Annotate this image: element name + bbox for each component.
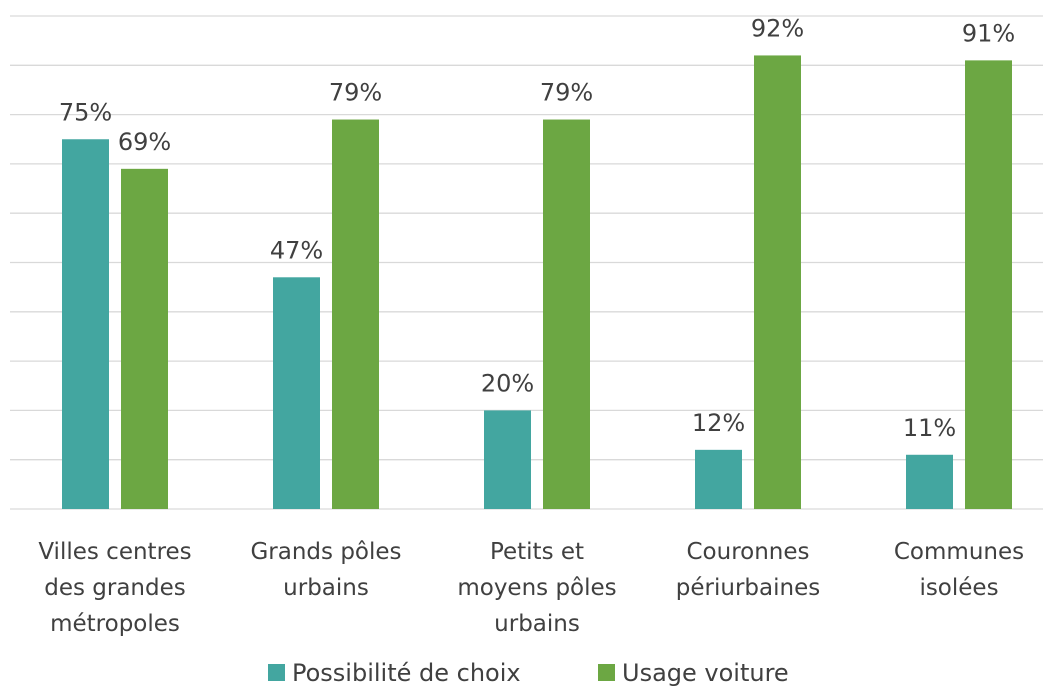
x-tick-label: Couronnes périurbaines <box>675 539 821 601</box>
bar <box>754 55 801 509</box>
data-label: 79% <box>329 79 382 107</box>
x-tick-label: Villes centres des grandes métropoles <box>38 539 192 637</box>
bar <box>121 168 168 509</box>
bar <box>484 410 531 509</box>
data-label: 11% <box>903 414 956 442</box>
bar <box>62 139 109 509</box>
legend-swatch <box>268 664 285 681</box>
data-label: 92% <box>751 14 804 42</box>
bar <box>906 454 953 509</box>
x-tick-label: Grands pôles urbains <box>250 539 402 601</box>
legend-label: Usage voiture <box>622 659 789 687</box>
bar <box>695 449 742 509</box>
legend-swatch <box>598 664 615 681</box>
data-label: 47% <box>270 236 323 264</box>
data-label: 69% <box>118 128 171 156</box>
data-label: 20% <box>481 369 534 397</box>
bar <box>543 119 590 509</box>
data-label: 75% <box>59 98 112 126</box>
bar <box>965 60 1012 510</box>
bar <box>273 277 320 509</box>
bar <box>332 119 379 509</box>
data-label: 79% <box>540 79 593 107</box>
x-tick-label: Petits et moyens pôles urbains <box>457 539 617 637</box>
data-label: 91% <box>962 19 1015 47</box>
x-tick-label: Communes isolées <box>893 539 1025 601</box>
legend-label: Possibilité de choix <box>292 659 521 687</box>
data-label: 12% <box>692 409 745 437</box>
